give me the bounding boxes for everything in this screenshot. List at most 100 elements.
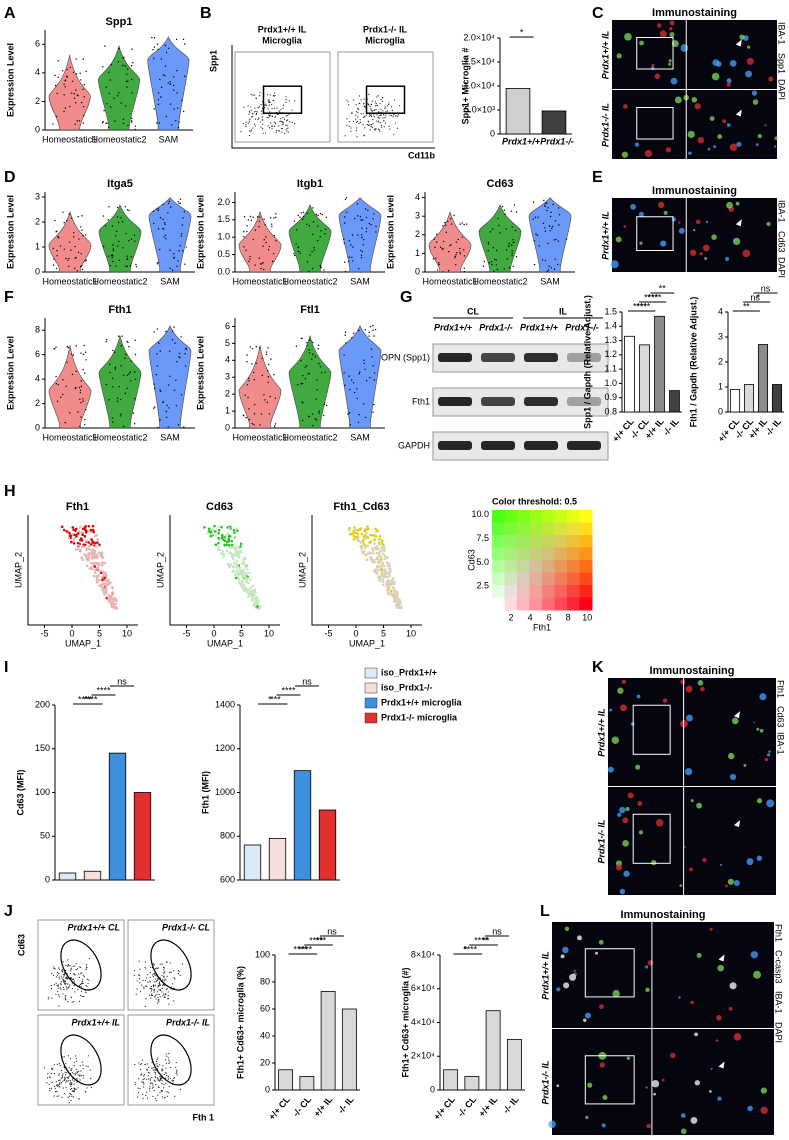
umap-cell — [242, 583, 245, 587]
jitter-dot — [246, 230, 248, 233]
jitter-dot — [109, 264, 111, 267]
flow-event — [350, 127, 352, 129]
heatmap-cell — [504, 547, 518, 561]
flow-event — [70, 1088, 73, 1090]
y-tick-label: 20 — [260, 1057, 270, 1067]
cell-signal — [743, 763, 747, 767]
umap-cell — [72, 537, 76, 541]
umap-cell — [100, 563, 104, 566]
jitter-dot — [176, 360, 178, 363]
jitter-dot — [256, 216, 259, 218]
jitter-dot — [68, 257, 70, 260]
jitter-dot — [162, 227, 164, 230]
umap-cell — [393, 592, 396, 596]
jitter-dot — [459, 251, 461, 253]
heatmap-cell — [554, 547, 568, 561]
flow-event — [69, 972, 71, 975]
umap-cell — [232, 561, 236, 564]
jitter-dot — [158, 122, 161, 124]
flow-event — [80, 1075, 83, 1077]
flow-event — [358, 95, 360, 97]
umap-cell — [392, 587, 395, 590]
flow-event — [357, 107, 359, 110]
bar — [320, 991, 336, 1091]
jitter-dot — [305, 365, 308, 367]
flow-event — [285, 96, 287, 98]
jitter-dot — [297, 250, 299, 253]
violin — [98, 335, 142, 429]
umap-cell — [258, 606, 261, 609]
umap-cell — [371, 533, 375, 537]
jitter-dot — [111, 417, 114, 419]
flow-event — [176, 1074, 178, 1076]
jitter-dot — [54, 74, 56, 77]
jitter-dot — [321, 213, 324, 216]
y-tick-label: 7.5 — [476, 533, 489, 543]
jitter-dot — [248, 260, 250, 263]
umap-cell — [237, 555, 241, 559]
flow-event — [268, 127, 271, 129]
flow-event — [262, 123, 264, 125]
jitter-dot — [126, 86, 128, 88]
umap-cell — [88, 544, 91, 548]
flow-event — [63, 982, 66, 985]
flow-event — [71, 988, 73, 990]
jitter-dot — [497, 217, 499, 220]
flow-event — [384, 106, 386, 108]
jitter-dot — [260, 413, 263, 415]
jitter-dot — [80, 226, 82, 228]
jitter-dot — [167, 82, 169, 84]
jitter-dot — [184, 352, 186, 355]
umap-cell — [375, 551, 379, 555]
flow-event — [54, 1087, 56, 1089]
cell-signal — [669, 26, 673, 31]
heatmap-cell — [542, 572, 555, 586]
flow-event — [149, 1072, 151, 1074]
flow-event — [53, 967, 55, 969]
zoom-box — [584, 1055, 635, 1105]
flow-event — [382, 117, 384, 119]
flow-event — [73, 1073, 75, 1075]
flow-event — [63, 1067, 66, 1069]
umap-cell — [113, 606, 117, 609]
jitter-dot — [536, 234, 539, 237]
jitter-dot — [508, 242, 510, 245]
jitter-dot — [314, 418, 317, 420]
jitter-dot — [274, 423, 277, 425]
jitter-dot — [313, 247, 315, 249]
flow-event — [391, 110, 394, 112]
row-label: Prdx1-/- IL — [600, 103, 610, 147]
jitter-dot — [66, 220, 68, 222]
heatmap-cell — [504, 522, 518, 536]
flow-event — [62, 961, 64, 963]
jitter-dot — [164, 223, 166, 226]
flow-event — [58, 968, 60, 970]
jitter-dot — [543, 199, 545, 202]
x-tick-label: 0 — [69, 628, 74, 638]
cell-signal — [711, 72, 720, 81]
flow-event — [53, 1064, 55, 1066]
jitter-dot — [511, 254, 513, 257]
flow-event — [360, 113, 362, 115]
heatmap-cell — [567, 547, 580, 561]
x-tick-label: 5 — [381, 628, 386, 638]
row-label: Prdx1+/+ IL — [596, 708, 606, 757]
flow-event — [171, 1079, 173, 1081]
y-tick-label: 4 — [35, 373, 40, 383]
flow-event — [64, 983, 66, 986]
panel-letter: K — [592, 659, 604, 676]
flow-event — [60, 1082, 62, 1084]
flow-event — [167, 1078, 169, 1080]
jitter-dot — [348, 412, 351, 414]
jitter-dot — [111, 225, 114, 227]
flow-event — [161, 974, 163, 976]
cell-signal — [739, 34, 745, 40]
flow-event — [359, 119, 361, 121]
jitter-dot — [79, 72, 81, 74]
umap-cell — [235, 559, 239, 563]
jitter-dot — [79, 392, 82, 394]
cell-signal — [622, 839, 629, 847]
umap-cell — [388, 572, 391, 575]
jitter-dot — [483, 260, 486, 263]
